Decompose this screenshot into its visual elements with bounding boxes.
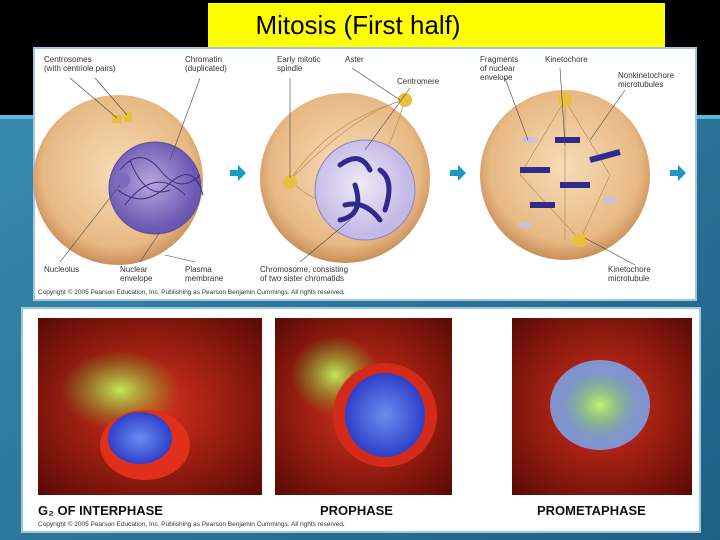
micrograph-2 xyxy=(275,318,452,495)
label: Early mitotic spindle xyxy=(277,55,321,73)
micrograph-1 xyxy=(38,318,262,495)
phase-label: G₂ OF INTERPHASE xyxy=(38,503,163,518)
phase-label: PROPHASE xyxy=(320,503,393,518)
label: Chromatin (duplicated) xyxy=(185,55,227,73)
label: Nonkinetochore microtubules xyxy=(618,71,675,89)
cell-2 xyxy=(260,93,430,263)
phase-label: PROMETAPHASE xyxy=(537,503,646,518)
diagram-labels: Centrosomes (with centriole pairs) Chroma… xyxy=(44,55,675,283)
cell-3 xyxy=(480,90,650,260)
label: Chromosome, consisting of two sister chro… xyxy=(260,265,348,283)
label: Kinetochore xyxy=(545,55,588,64)
cell-1 xyxy=(33,95,204,265)
copyright: Copyright © 2005 Pearson Education, Inc.… xyxy=(38,288,345,296)
label: Aster xyxy=(345,55,364,64)
label: Kinetochore microtubule xyxy=(608,265,651,283)
micrograph-3 xyxy=(512,318,692,495)
label: Centromere xyxy=(397,77,440,86)
arrows xyxy=(230,165,686,181)
label: Nucleolus xyxy=(44,265,79,274)
title: Mitosis (First half) xyxy=(255,10,460,40)
title-box xyxy=(208,3,665,47)
copyright: Copyright © 2005 Pearson Education, Inc.… xyxy=(38,520,345,528)
label: Plasma membrane xyxy=(185,265,224,283)
leader-lines xyxy=(59,67,636,266)
label: Nuclear envelope xyxy=(120,265,153,283)
label: Centrosomes (with centriole pairs) xyxy=(44,55,116,73)
label: Fragments of nuclear envelope xyxy=(480,55,518,82)
